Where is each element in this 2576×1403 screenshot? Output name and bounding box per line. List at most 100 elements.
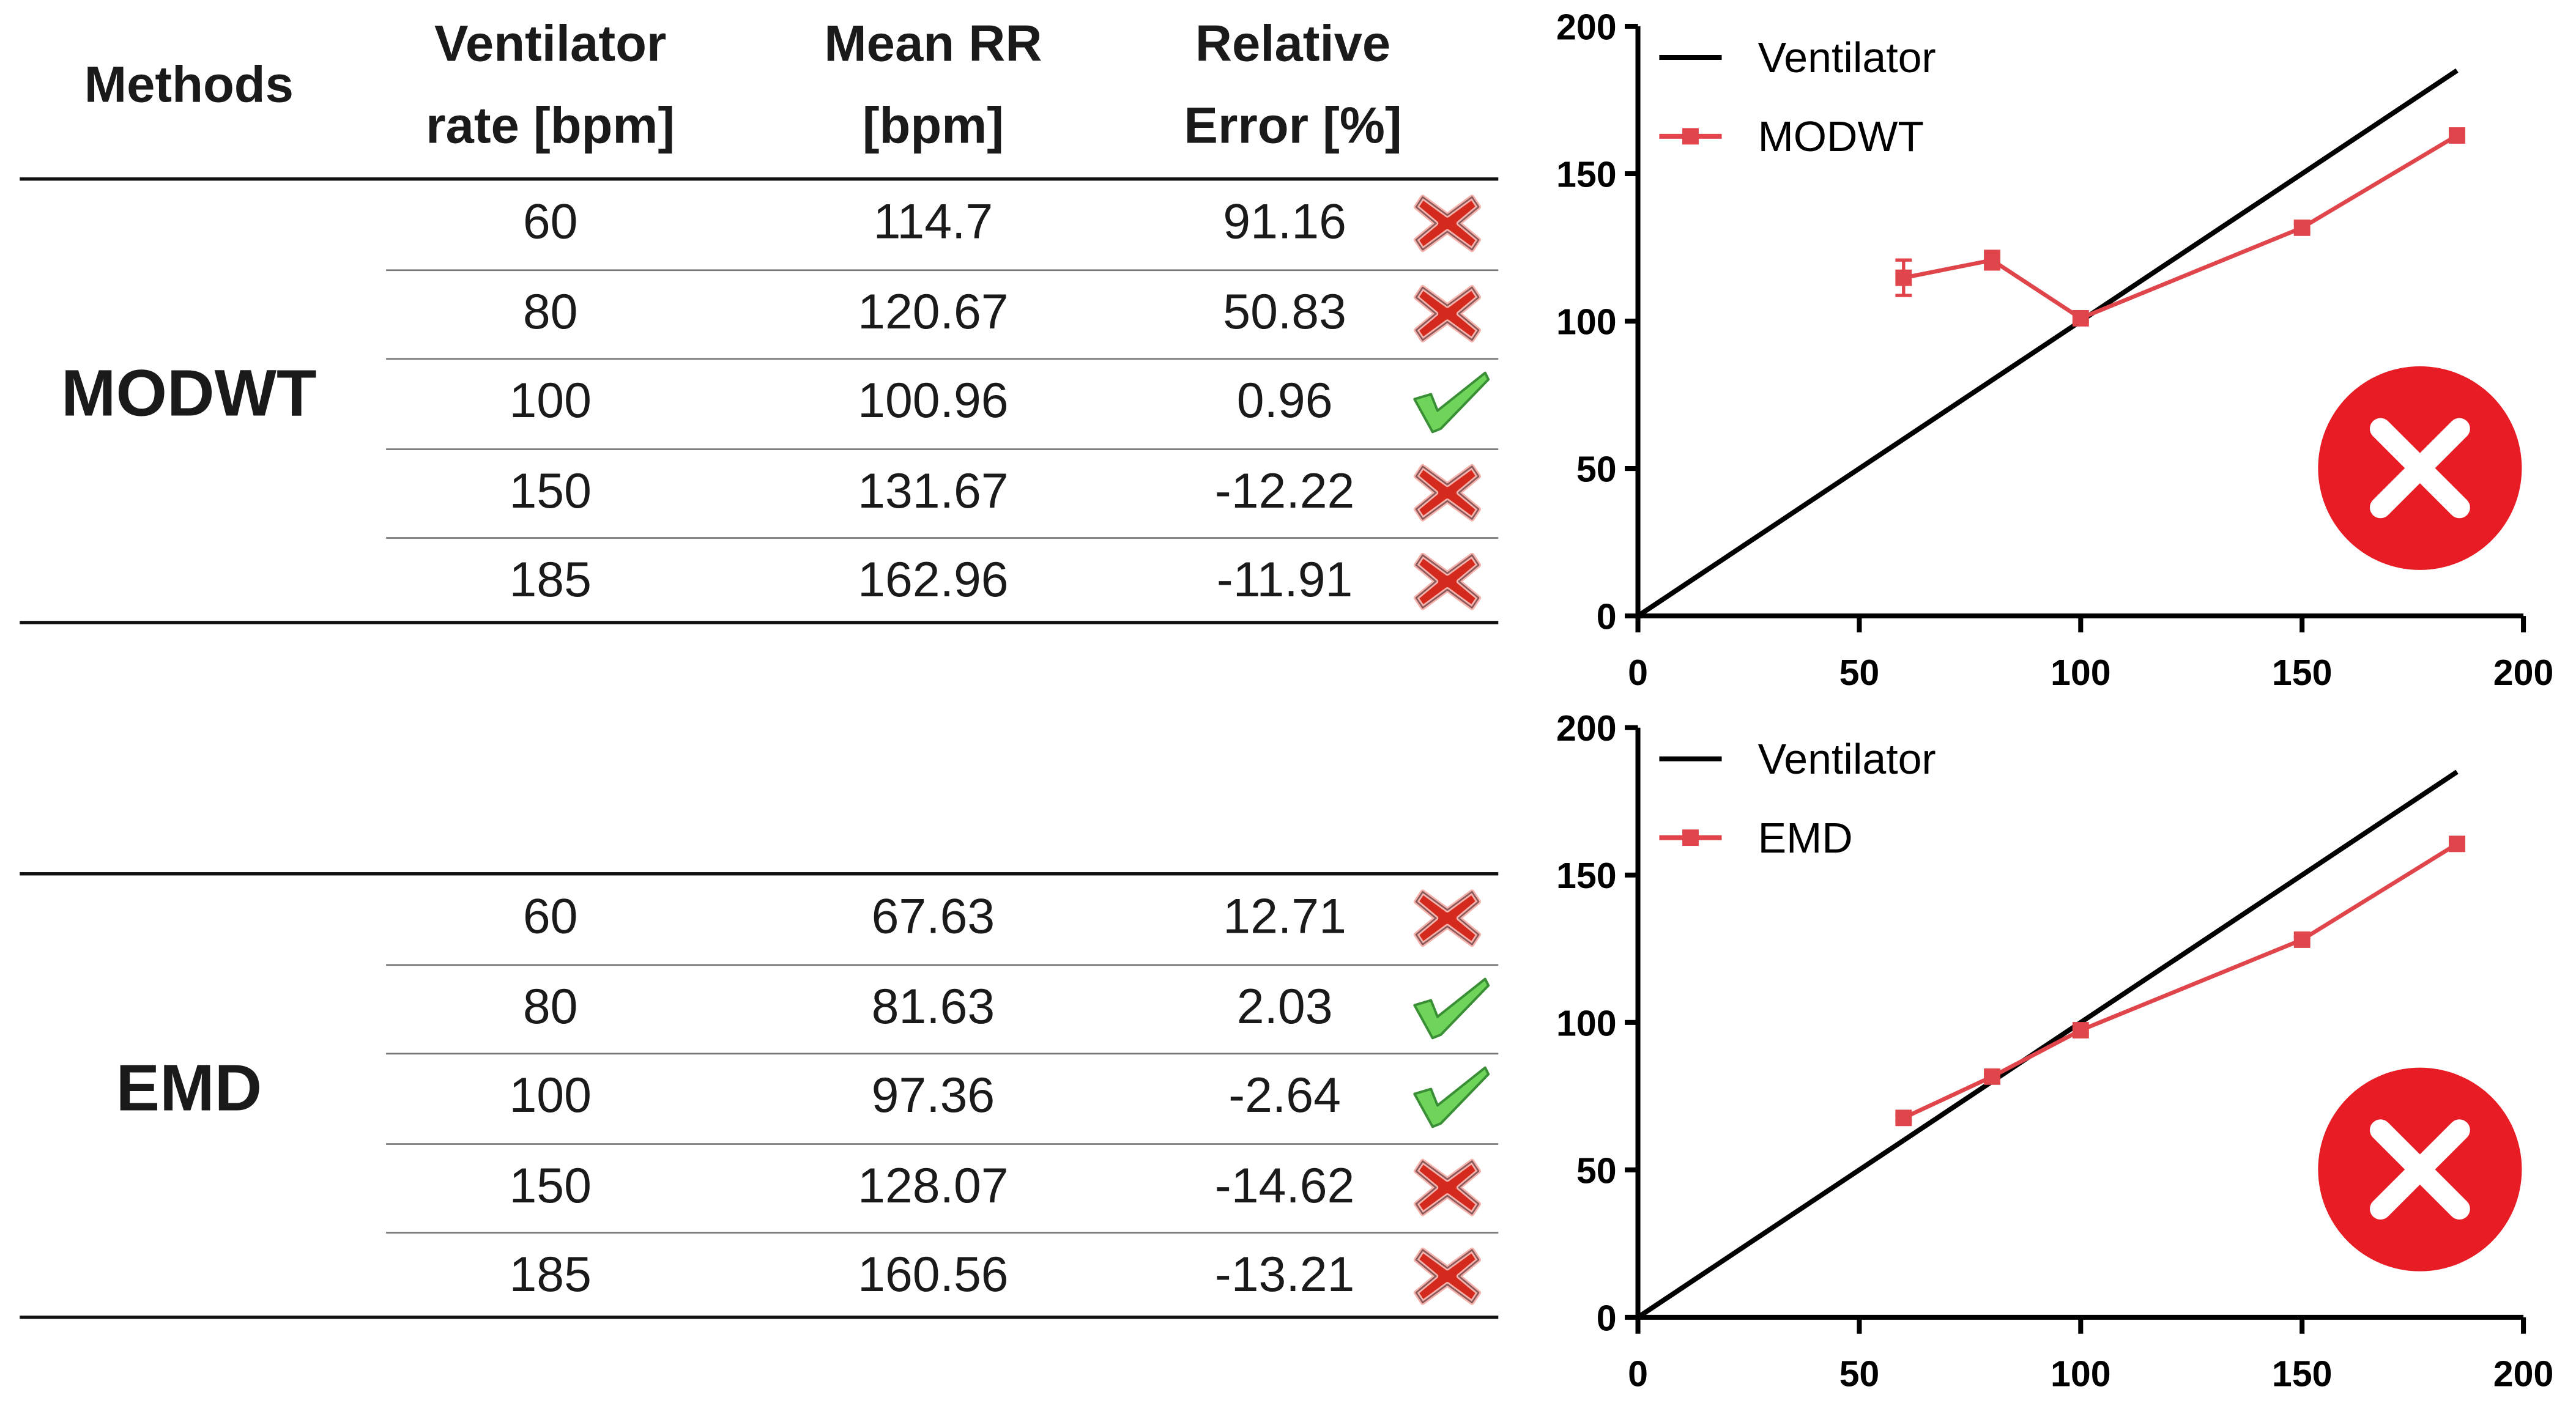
row-divider bbox=[386, 963, 1499, 965]
y-tick-label: 200 bbox=[1556, 708, 1617, 749]
legend-ventilator-label: Ventilator bbox=[1758, 735, 1936, 783]
cell-mean-rr: 81.63 bbox=[871, 979, 995, 1034]
cross-icon bbox=[1409, 1240, 1485, 1321]
cross-icon bbox=[1409, 546, 1485, 626]
data-point bbox=[2449, 127, 2465, 144]
x-tick-label: 150 bbox=[2272, 653, 2333, 693]
data-point bbox=[2072, 309, 2089, 327]
header-methods: Methods bbox=[84, 56, 294, 114]
check-icon bbox=[1409, 972, 1491, 1053]
legend-series-label: MODWT bbox=[1758, 113, 1924, 160]
chart-modwt: 0 50 100 150 200 0 50 100 150 200 Ventilator MODWT bbox=[1556, 7, 2554, 693]
legend-series-label: EMD bbox=[1758, 814, 1853, 862]
row-divider bbox=[386, 1053, 1499, 1055]
cell-relative-error: -13.21 bbox=[1214, 1248, 1355, 1303]
table-bottom-rule bbox=[20, 621, 1499, 624]
cell-relative-error: -2.64 bbox=[1228, 1069, 1341, 1124]
y-tick-label: 100 bbox=[1556, 1003, 1617, 1043]
legend-series-marker bbox=[1682, 128, 1699, 145]
data-point bbox=[2072, 1022, 2089, 1038]
cell-mean-rr: 120.67 bbox=[858, 284, 1009, 339]
data-point bbox=[2293, 219, 2311, 236]
cell-relative-error: -11.91 bbox=[1216, 553, 1353, 608]
cell-mean-rr: 131.67 bbox=[858, 464, 1009, 519]
data-point bbox=[1895, 269, 1912, 286]
x-tick-label: 200 bbox=[2493, 1354, 2554, 1394]
cell-mean-rr: 162.96 bbox=[858, 553, 1009, 608]
cell-ventilator-rate: 185 bbox=[509, 553, 592, 608]
cross-icon bbox=[1409, 456, 1485, 536]
cell-mean-rr: 114.7 bbox=[873, 195, 993, 250]
cell-mean-rr: 67.63 bbox=[871, 890, 995, 945]
row-divider bbox=[386, 268, 1499, 270]
header-relative-error: Relative Error [%] bbox=[1104, 3, 1482, 168]
y-tick-label: 50 bbox=[1576, 1150, 1617, 1191]
y-tick-label: 0 bbox=[1597, 1298, 1617, 1338]
x-tick-label: 200 bbox=[2493, 653, 2554, 693]
cross-icon bbox=[1409, 187, 1485, 268]
header-text: Relative bbox=[1195, 15, 1391, 73]
ventilator-line bbox=[1636, 769, 2459, 1320]
cell-mean-rr: 128.07 bbox=[858, 1158, 1009, 1213]
y-tick-label: 0 bbox=[1597, 597, 1617, 637]
data-point bbox=[1984, 1068, 2000, 1085]
y-tick-label: 100 bbox=[1556, 302, 1617, 342]
cross-icon bbox=[1409, 277, 1485, 358]
cell-ventilator-rate: 60 bbox=[522, 195, 578, 250]
cell-relative-error: 50.83 bbox=[1223, 284, 1346, 339]
method-label: MODWT bbox=[61, 358, 317, 431]
x-tick-label: 150 bbox=[2272, 1354, 2333, 1394]
table-top-rule bbox=[20, 872, 1499, 876]
check-icon bbox=[1409, 366, 1491, 447]
method-label: EMD bbox=[116, 1053, 262, 1125]
cell-relative-error: 91.16 bbox=[1223, 195, 1346, 250]
data-point bbox=[2449, 835, 2465, 853]
fail-circle-icon bbox=[2318, 366, 2522, 570]
row-divider bbox=[386, 537, 1499, 539]
cross-icon bbox=[1409, 1150, 1485, 1231]
cell-relative-error: -14.62 bbox=[1214, 1158, 1355, 1213]
legend-series-marker bbox=[1682, 829, 1699, 846]
header-text: Ventilator bbox=[434, 15, 667, 73]
cell-ventilator-rate: 80 bbox=[522, 979, 578, 1034]
data-point bbox=[1984, 251, 2000, 268]
x-tick-label: 0 bbox=[1628, 653, 1648, 693]
ventilator-line bbox=[1636, 68, 2459, 618]
y-tick-label: 150 bbox=[1556, 856, 1617, 896]
legend-ventilator-label: Ventilator bbox=[1758, 34, 1936, 81]
header-text: rate [bpm] bbox=[426, 97, 675, 155]
row-divider bbox=[386, 1142, 1499, 1144]
check-icon bbox=[1409, 1061, 1491, 1142]
cell-ventilator-rate: 100 bbox=[509, 374, 592, 429]
header-text: Mean RR bbox=[824, 15, 1042, 73]
fail-circle-icon bbox=[2318, 1067, 2522, 1272]
chart-emd: 0 50 100 150 200 0 50 100 150 200 Ventilator EMD bbox=[1556, 708, 2554, 1394]
header-mean-rr: Mean RR [bpm] bbox=[744, 3, 1123, 168]
cell-ventilator-rate: 150 bbox=[509, 464, 592, 519]
cell-ventilator-rate: 100 bbox=[509, 1069, 592, 1124]
x-tick-label: 50 bbox=[1839, 653, 1880, 693]
cell-relative-error: -12.22 bbox=[1214, 464, 1355, 519]
data-point bbox=[1895, 1109, 1912, 1127]
cell-ventilator-rate: 185 bbox=[509, 1248, 592, 1303]
table-bottom-rule bbox=[20, 1316, 1499, 1319]
cell-relative-error: 2.03 bbox=[1236, 979, 1333, 1034]
row-divider bbox=[386, 447, 1499, 450]
x-tick-label: 100 bbox=[2051, 1354, 2111, 1394]
cell-mean-rr: 100.96 bbox=[858, 374, 1009, 429]
cell-ventilator-rate: 80 bbox=[522, 284, 578, 339]
cell-mean-rr: 97.36 bbox=[871, 1069, 995, 1124]
y-tick-label: 200 bbox=[1556, 7, 1617, 47]
y-tick-label: 150 bbox=[1556, 154, 1617, 194]
row-divider bbox=[386, 1232, 1499, 1234]
header-text: Error [%] bbox=[1184, 97, 1402, 155]
cell-mean-rr: 160.56 bbox=[858, 1248, 1009, 1303]
cell-ventilator-rate: 60 bbox=[522, 890, 578, 945]
header-ventilator-rate: Ventilator rate [bpm] bbox=[362, 3, 740, 168]
row-divider bbox=[386, 358, 1499, 360]
x-tick-label: 0 bbox=[1628, 1354, 1648, 1394]
table-top-rule bbox=[20, 177, 1499, 181]
y-tick-label: 50 bbox=[1576, 450, 1617, 490]
cross-icon bbox=[1409, 882, 1485, 963]
